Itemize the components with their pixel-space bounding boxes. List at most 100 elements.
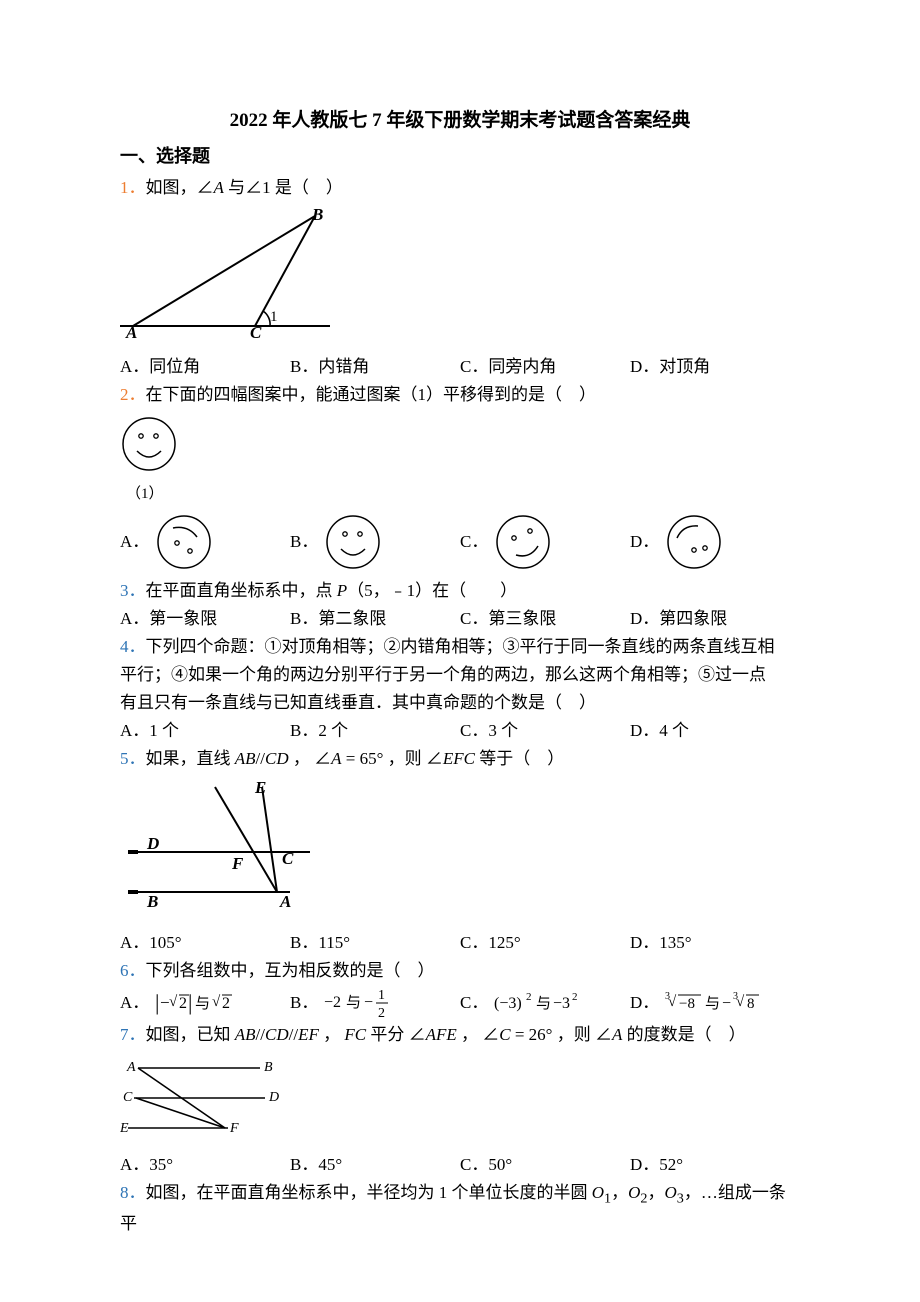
q4-l2: 平行；④如果一个角的两边分别平行于另一个角的两边，那么这两个角相等；⑤过一点 xyxy=(120,661,800,689)
q5-options: A．105° B．115° C．125° D．135° xyxy=(120,929,800,957)
svg-text:√: √ xyxy=(668,994,677,1010)
svg-text:|: | xyxy=(188,990,192,1015)
q6-text: 下列各组数中，互为相反数的是（ ） xyxy=(146,961,435,980)
svg-text:2: 2 xyxy=(526,991,532,1003)
q8-text: 如图，在平面直角坐标系中，半径均为 1 个单位长度的半圆 O1，O2，O3，…组… xyxy=(120,1183,786,1234)
svg-text:C: C xyxy=(250,323,262,338)
q5-optD: D．135° xyxy=(630,929,800,957)
q3-num: 3． xyxy=(120,581,146,600)
q2-optD: D． xyxy=(630,513,800,571)
svg-text:2: 2 xyxy=(179,995,187,1012)
svg-text:与: 与 xyxy=(346,994,361,1011)
q4-optA: A．1 个 xyxy=(120,717,290,745)
q5: 5．如果，直线 AB//CD ， ∠A = 65° ，则 ∠EFC 等于（ ） xyxy=(120,745,800,773)
svg-text:E: E xyxy=(254,779,266,797)
q2-options: A． B． C． D． xyxy=(120,513,800,571)
q3-optA: A．第一象限 xyxy=(120,605,290,633)
q5-optB: B．115° xyxy=(290,929,460,957)
q5-diagram: E D F C B A xyxy=(120,779,800,923)
svg-text:√: √ xyxy=(212,994,221,1010)
svg-text:−3: −3 xyxy=(553,995,570,1012)
page-title: 2022 年人教版七 7 年级下册数学期末考试题含答案经典 xyxy=(120,105,800,136)
svg-text:C: C xyxy=(123,1090,133,1105)
q3-optC: C．第三象限 xyxy=(460,605,630,633)
svg-text:2: 2 xyxy=(572,991,578,1003)
q5-optA: A．105° xyxy=(120,929,290,957)
q1-num: 1． xyxy=(120,178,146,197)
q6-optA: A． |−√2|与√2 xyxy=(120,988,290,1018)
q1-text: 如图，∠A 与∠1 是（ ） xyxy=(146,178,343,197)
q1-optB: B．内错角 xyxy=(290,353,460,381)
svg-text:√: √ xyxy=(736,994,745,1010)
q1-optA: A．同位角 xyxy=(120,353,290,381)
section-heading: 一、选择题 xyxy=(120,142,800,172)
q2-num: 2． xyxy=(120,385,146,404)
svg-text:F: F xyxy=(229,1121,239,1136)
svg-text:A: A xyxy=(125,323,137,338)
q8-num: 8． xyxy=(120,1183,146,1202)
q3-text: 在平面直角坐标系中，点 P（5，﹣1）在（ ） xyxy=(146,581,518,600)
q1-optD: D．对顶角 xyxy=(630,353,800,381)
svg-text:−2: −2 xyxy=(324,994,341,1011)
svg-text:F: F xyxy=(231,854,244,873)
svg-text:A: A xyxy=(279,892,291,911)
q4-optD: D．4 个 xyxy=(630,717,800,745)
q7-text: 如图，已知 AB//CD//EF ， FC 平分 ∠AFE ， ∠C = 26°… xyxy=(146,1025,746,1044)
svg-text:A: A xyxy=(126,1060,136,1075)
q1-optC: C．同旁内角 xyxy=(460,353,630,381)
svg-text:√: √ xyxy=(169,994,178,1010)
svg-text:D: D xyxy=(146,834,159,853)
q5-text: 如果，直线 AB//CD ， ∠A = 65° ，则 ∠EFC 等于（ ） xyxy=(146,749,565,768)
q7-optC: C．50° xyxy=(460,1151,630,1179)
q2-optB: B． xyxy=(290,513,460,571)
q6-num: 6． xyxy=(120,961,146,980)
q2-ref: （1） xyxy=(120,415,800,507)
svg-text:D: D xyxy=(268,1090,279,1105)
q4-l3: 有且只有一条直线与已知直线垂直．其中真命题的个数是（ ） xyxy=(120,689,800,717)
q7-num: 7． xyxy=(120,1025,146,1044)
q7-options: A．35° B．45° C．50° D．52° xyxy=(120,1151,800,1179)
svg-text:2: 2 xyxy=(222,995,230,1012)
svg-text:C: C xyxy=(282,849,294,868)
svg-text:−: − xyxy=(722,995,731,1012)
q7-diagram: A B C D E F xyxy=(120,1056,800,1145)
q4-num: 4． xyxy=(120,637,146,656)
q7: 7．如图，已知 AB//CD//EF ， FC 平分 ∠AFE ， ∠C = 2… xyxy=(120,1021,800,1049)
q2-optA: A． xyxy=(120,513,290,571)
svg-text:B: B xyxy=(146,892,158,911)
svg-text:B: B xyxy=(311,208,323,224)
svg-text:2: 2 xyxy=(378,1006,385,1021)
q7-optD: D．52° xyxy=(630,1151,800,1179)
q4-optC: C．3 个 xyxy=(460,717,630,745)
svg-text:与: 与 xyxy=(536,995,551,1012)
svg-text:1: 1 xyxy=(378,988,385,1003)
svg-text:与: 与 xyxy=(705,995,720,1012)
q3-optB: B．第二象限 xyxy=(290,605,460,633)
q5-num: 5． xyxy=(120,749,146,768)
svg-text:|: | xyxy=(155,990,159,1015)
q2-text: 在下面的四幅图案中，能通过图案（1）平移得到的是（ ） xyxy=(146,385,597,404)
svg-text:1: 1 xyxy=(270,309,278,325)
svg-text:E: E xyxy=(120,1121,129,1136)
q6-options: A． |−√2|与√2 B． −2与−12 C． (−3)2与−32 D． 3√… xyxy=(120,985,800,1021)
q6-optB: B． −2与−12 xyxy=(290,985,460,1021)
svg-text:−8: −8 xyxy=(679,996,695,1012)
q2-ref-label: （1） xyxy=(126,482,800,507)
q2: 2．在下面的四幅图案中，能通过图案（1）平移得到的是（ ） xyxy=(120,381,800,409)
q3: 3．在平面直角坐标系中，点 P（5，﹣1）在（ ） xyxy=(120,577,800,605)
q1: 1．如图，∠A 与∠1 是（ ） xyxy=(120,174,800,202)
svg-text:B: B xyxy=(264,1060,273,1075)
q3-options: A．第一象限 B．第二象限 C．第三象限 D．第四象限 xyxy=(120,605,800,633)
q6: 6．下列各组数中，互为相反数的是（ ） xyxy=(120,957,800,985)
q4-options: A．1 个 B．2 个 C．3 个 D．4 个 xyxy=(120,717,800,745)
q5-optC: C．125° xyxy=(460,929,630,957)
q7-optB: B．45° xyxy=(290,1151,460,1179)
q4-l1: 下列四个命题：①对顶角相等；②内错角相等；③平行于同一条直线的两条直线互相 xyxy=(146,637,775,656)
svg-text:−: − xyxy=(364,994,373,1011)
q6-optC: C． (−3)2与−32 xyxy=(460,988,630,1018)
svg-text:与: 与 xyxy=(195,995,210,1012)
q3-optD: D．第四象限 xyxy=(630,605,800,633)
q1-diagram: A B C 1 xyxy=(120,208,800,347)
q8: 8．如图，在平面直角坐标系中，半径均为 1 个单位长度的半圆 O1，O2，O3，… xyxy=(120,1179,800,1239)
q4-optB: B．2 个 xyxy=(290,717,460,745)
